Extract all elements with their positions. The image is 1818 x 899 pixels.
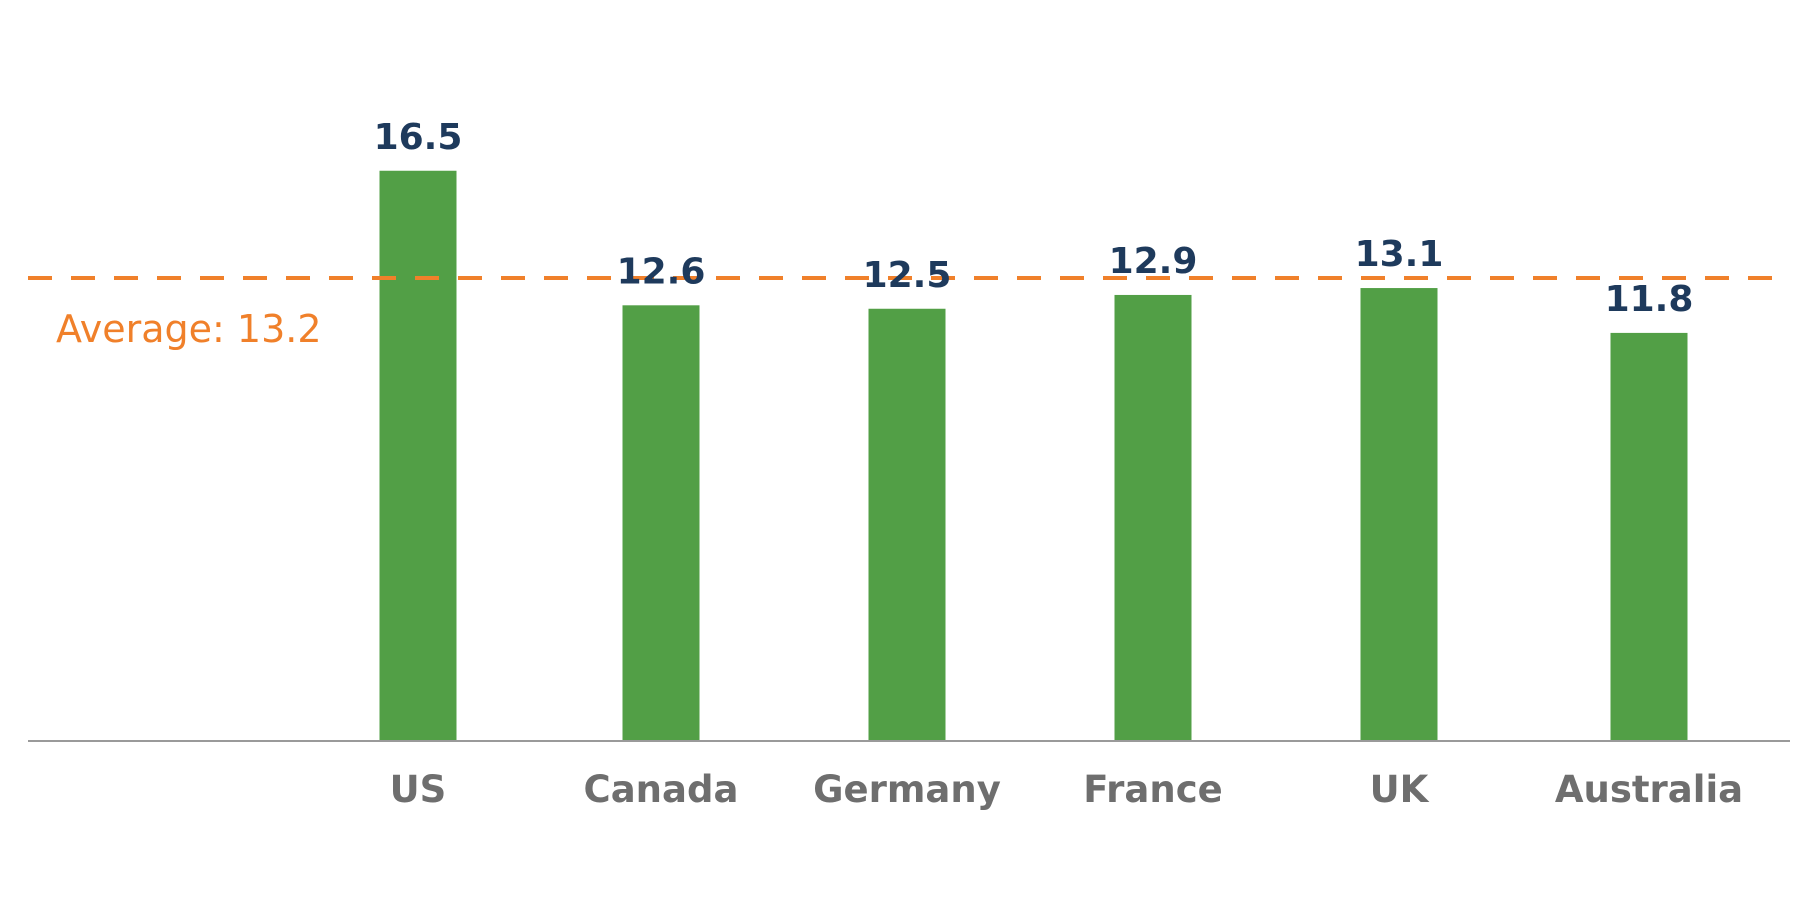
value-label-australia: 11.8	[1605, 279, 1694, 320]
value-label-uk: 13.1	[1355, 234, 1444, 275]
value-label-us: 16.5	[374, 117, 463, 158]
bar-uk	[1360, 288, 1438, 740]
bar-us	[379, 170, 457, 740]
bars-group	[379, 170, 1688, 740]
category-label-france: France	[1083, 768, 1223, 811]
category-label-australia: Australia	[1555, 768, 1743, 811]
value-label-germany: 12.5	[863, 255, 952, 296]
bar-australia	[1610, 332, 1688, 740]
value-label-canada: 12.6	[617, 251, 706, 292]
bar-france	[1114, 294, 1192, 740]
average-label: Average: 13.2	[56, 307, 322, 351]
bar-canada	[622, 305, 700, 740]
category-label-germany: Germany	[813, 768, 1001, 811]
category-label-uk: UK	[1370, 768, 1430, 811]
category-labels-group: US Canada Germany France UK Australia	[390, 768, 1743, 811]
category-label-canada: Canada	[584, 768, 739, 811]
bar-germany	[868, 308, 946, 740]
value-label-france: 12.9	[1109, 241, 1198, 282]
category-label-us: US	[390, 768, 447, 811]
value-labels-group: 16.5 12.6 12.5 12.9 13.1 11.8	[374, 117, 1694, 320]
